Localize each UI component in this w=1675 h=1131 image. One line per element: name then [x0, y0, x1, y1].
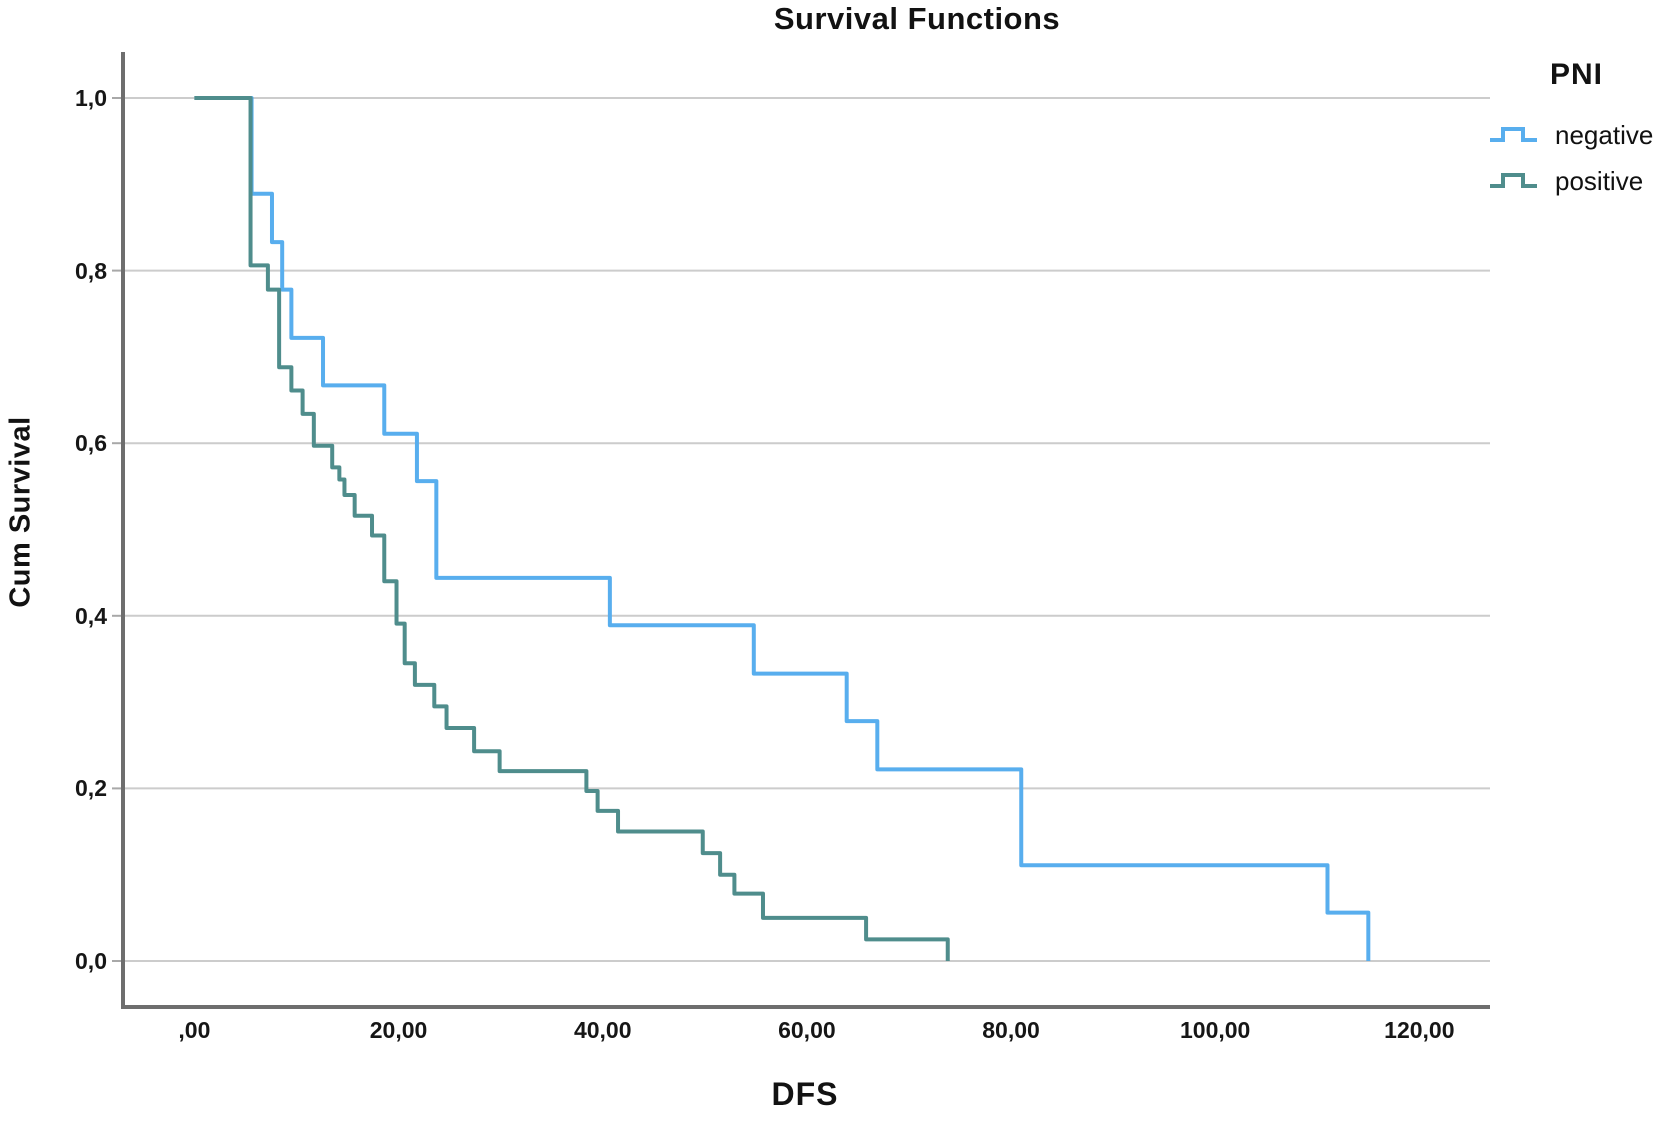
x-tick-label: 100,00 — [1180, 1017, 1251, 1043]
x-tick-label: 60,00 — [778, 1017, 836, 1043]
positive-step-line-icon — [1490, 173, 1537, 188]
y-tick-label: 1,0 — [75, 85, 107, 111]
y-tick-label: 0,4 — [75, 602, 107, 629]
y-tick-label: 0,8 — [75, 257, 107, 284]
x-tick-label: 120,00 — [1384, 1017, 1455, 1043]
negative-step-line-icon — [1490, 127, 1537, 142]
legend-entry-negative: negative — [1488, 112, 1675, 158]
x-tick-label: 40,00 — [573, 1017, 632, 1043]
x-tick-label: 20,00 — [369, 1017, 428, 1043]
curve-negative — [194, 96, 1371, 961]
curve-positive — [194, 96, 950, 961]
legend-label-positive: positive — [1555, 165, 1644, 196]
x-axis-title: DFS — [771, 1076, 839, 1112]
legend-label-negative: negative — [1555, 119, 1654, 150]
legend-entry-positive: positive — [1488, 158, 1675, 204]
x-tick-label: 80,00 — [982, 1017, 1040, 1043]
chart-title: Survival Functions — [773, 1, 1061, 36]
y-tick-label: 0,6 — [75, 430, 107, 457]
legend-title: PNI — [1550, 58, 1604, 91]
legend: PNI negative positive — [1488, 58, 1675, 204]
y-tick-label: 0,2 — [75, 775, 107, 802]
y-tick-label: 0,0 — [75, 948, 107, 974]
x-tick-label: ,00 — [178, 1017, 211, 1043]
y-axis-title: Cum Survival — [4, 416, 37, 608]
